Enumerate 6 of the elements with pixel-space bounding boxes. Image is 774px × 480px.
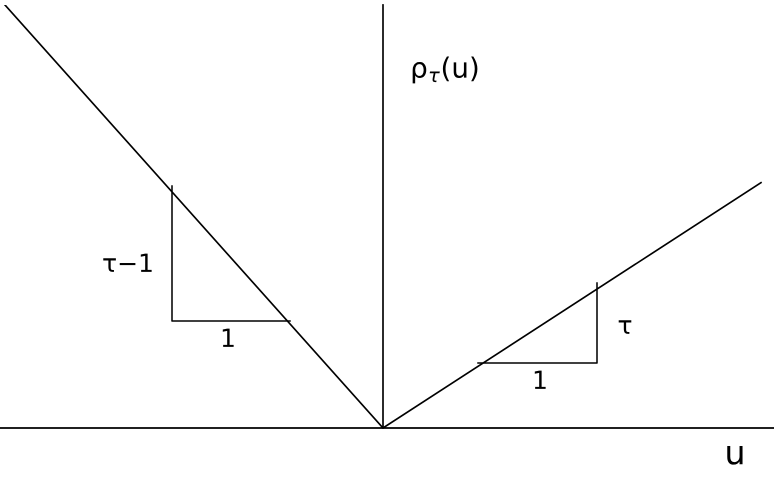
annotation: 1 xyxy=(534,370,546,389)
x-axis-title: u xyxy=(727,446,743,465)
y-axis-title: ρ$_{τ}$(u) xyxy=(412,56,478,84)
annotation: τ xyxy=(618,320,632,334)
annotation: 1 xyxy=(222,328,234,347)
annotation: τ−1 xyxy=(103,254,152,272)
